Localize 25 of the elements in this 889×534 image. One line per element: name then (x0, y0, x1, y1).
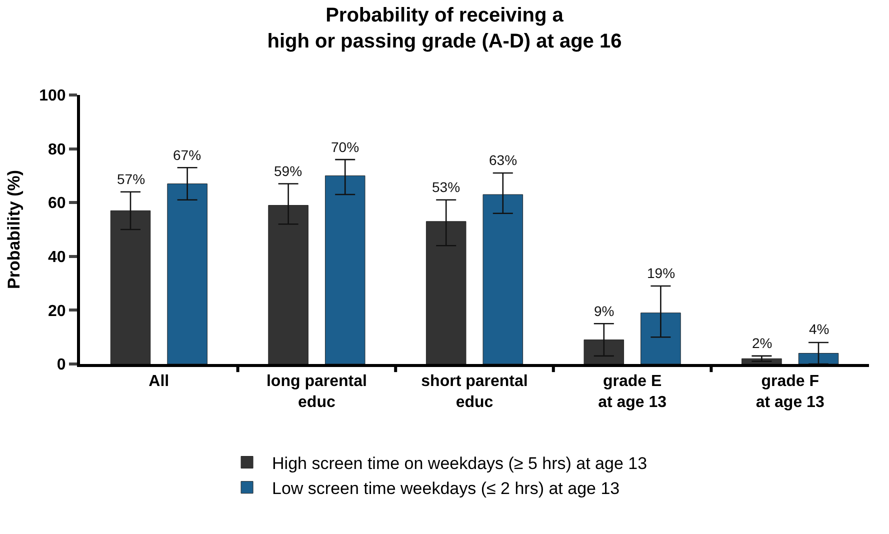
data-label: 67% (173, 147, 202, 163)
data-label: 4% (809, 321, 830, 337)
y-tick-label: 80 (48, 141, 66, 158)
legend-label: High screen time on weekdays (≥ 5 hrs) at age 13 (272, 454, 648, 473)
data-label: 63% (489, 152, 518, 168)
x-tick-label: short parental educ (421, 373, 528, 411)
data-label: 53% (432, 179, 460, 195)
y-tick-label: 60 (48, 195, 66, 212)
y-tick-label: 0 (56, 356, 66, 374)
x-tick-label: All (148, 373, 170, 390)
y-axis-title: Probability (%) (4, 170, 24, 290)
data-label: 9% (594, 303, 614, 319)
x-tick-label: grade F at age 13 (756, 373, 824, 411)
data-label: 19% (647, 265, 676, 281)
legend-label: Low screen time weekdays (≤ 2 hrs) at age 13 (272, 478, 620, 498)
data-label: 70% (331, 139, 360, 155)
data-label: 2% (752, 335, 772, 351)
y-tick-label: 20 (48, 302, 66, 320)
data-label: 57% (117, 171, 146, 187)
chart-title: Probability of receiving a high or passing grade (A-D) at age 16 (267, 4, 622, 52)
x-tick-label: long parental educ (266, 373, 367, 411)
x-tick-label: grade E at age 13 (598, 373, 667, 411)
data-label: 59% (274, 163, 302, 179)
y-tick-label: 100 (39, 88, 66, 105)
y-tick-label: 40 (48, 249, 66, 266)
